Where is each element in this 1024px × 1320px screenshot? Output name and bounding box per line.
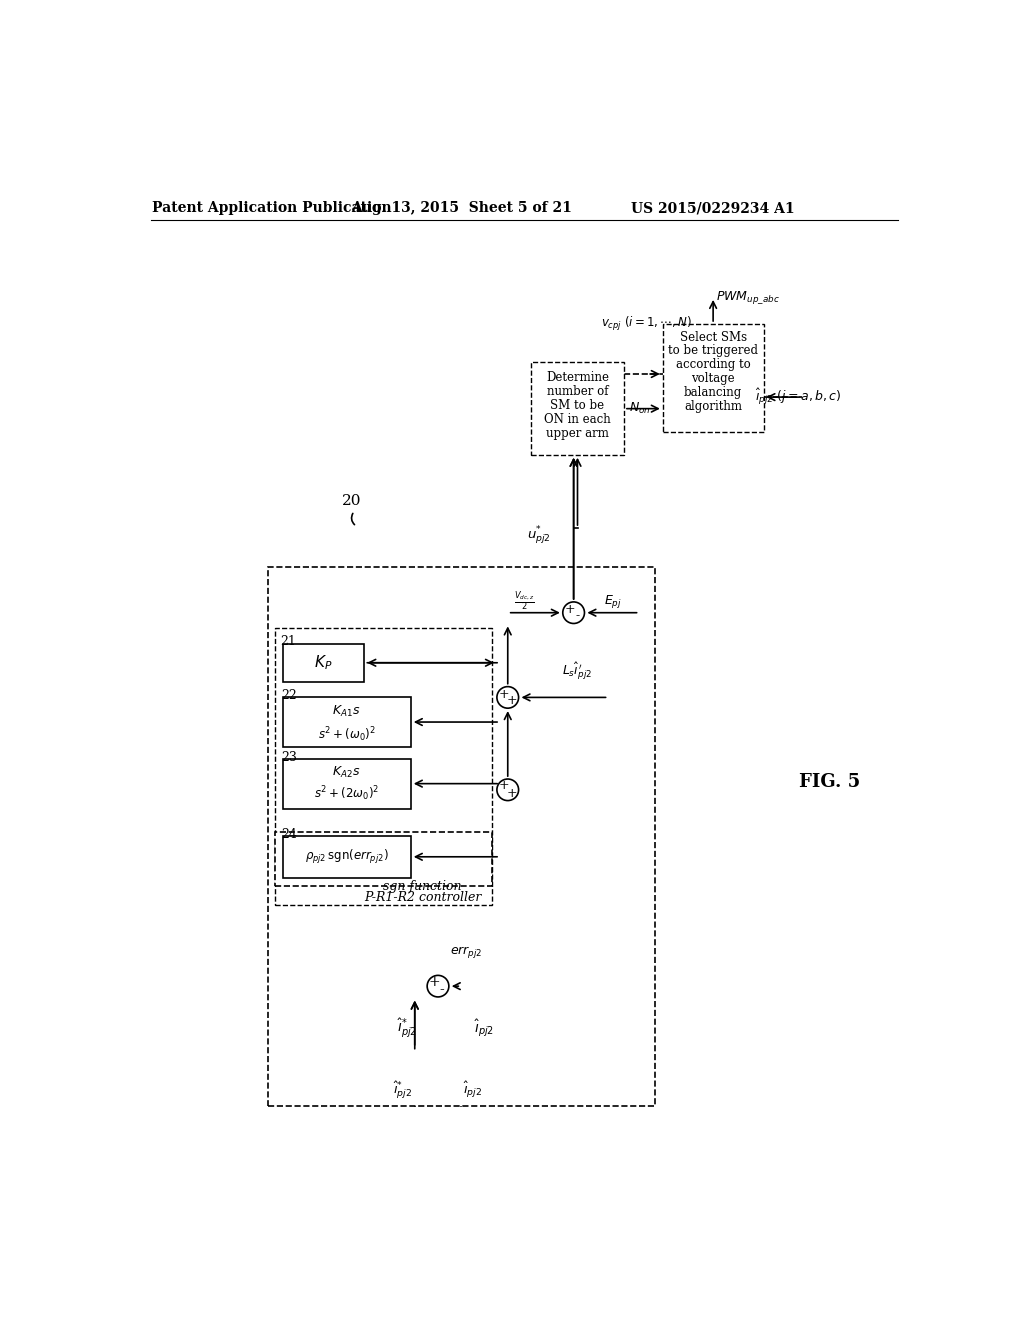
Text: Select SMs: Select SMs xyxy=(680,330,746,343)
Text: $\hat{\imath}_{pj2}$: $\hat{\imath}_{pj2}$ xyxy=(463,1080,482,1100)
Text: 21: 21 xyxy=(281,635,296,648)
Text: sgn function: sgn function xyxy=(383,879,462,892)
Text: -: - xyxy=(575,610,580,622)
Bar xyxy=(283,697,411,747)
Bar xyxy=(283,759,411,809)
Text: $PWM_{up\_abc}$: $PWM_{up\_abc}$ xyxy=(716,289,780,305)
Text: upper arm: upper arm xyxy=(546,426,609,440)
Text: $\hat{\imath}_{pj2}\ (j=a,b,c)$: $\hat{\imath}_{pj2}\ (j=a,b,c)$ xyxy=(755,387,842,407)
Circle shape xyxy=(497,779,518,800)
Text: $err_{pj2}$: $err_{pj2}$ xyxy=(450,944,482,960)
Text: FIG. 5: FIG. 5 xyxy=(799,774,860,791)
Text: +: + xyxy=(499,688,509,701)
Text: $v_{cpj}\ (i=1,\cdots,N)$: $v_{cpj}\ (i=1,\cdots,N)$ xyxy=(601,315,692,333)
Circle shape xyxy=(497,686,518,708)
Text: $\hat{\imath}_{pj2}$: $\hat{\imath}_{pj2}$ xyxy=(474,1018,495,1039)
Text: $N_{on}$: $N_{on}$ xyxy=(629,401,650,416)
Text: Aug. 13, 2015  Sheet 5 of 21: Aug. 13, 2015 Sheet 5 of 21 xyxy=(351,202,571,215)
Text: P-R1-R2 controller: P-R1-R2 controller xyxy=(364,891,481,904)
Text: 22: 22 xyxy=(282,689,297,702)
Text: +: + xyxy=(506,787,517,800)
Text: 24: 24 xyxy=(282,828,297,841)
Text: +: + xyxy=(428,975,440,989)
Text: algorithm: algorithm xyxy=(684,400,742,413)
Text: Patent Application Publication: Patent Application Publication xyxy=(152,202,391,215)
Circle shape xyxy=(427,975,449,997)
Text: $\frac{V_{dc,z}}{2}$: $\frac{V_{dc,z}}{2}$ xyxy=(514,589,536,612)
Text: $K_{A2}s$: $K_{A2}s$ xyxy=(333,766,360,780)
Text: $L_s\hat{\imath}^{\,\prime}_{pj2}$: $L_s\hat{\imath}^{\,\prime}_{pj2}$ xyxy=(562,660,592,682)
Text: to be triggered: to be triggered xyxy=(668,345,758,358)
Text: $E_{pj}$: $E_{pj}$ xyxy=(604,593,623,610)
Text: according to: according to xyxy=(676,358,751,371)
Text: $\hat{\imath}^{*}_{pj2}$: $\hat{\imath}^{*}_{pj2}$ xyxy=(393,1080,413,1101)
Bar xyxy=(275,832,493,886)
Text: SM to be: SM to be xyxy=(551,399,604,412)
Text: US 2015/0229234 A1: US 2015/0229234 A1 xyxy=(632,202,795,215)
Text: -: - xyxy=(439,983,444,997)
Text: balancing: balancing xyxy=(684,385,742,399)
Text: 23: 23 xyxy=(282,751,297,764)
Circle shape xyxy=(563,602,585,623)
Text: Determine: Determine xyxy=(546,371,609,384)
Bar xyxy=(267,566,655,1106)
Text: voltage: voltage xyxy=(691,372,735,385)
Text: $u^{*}_{pj2}$: $u^{*}_{pj2}$ xyxy=(527,524,551,546)
Bar xyxy=(275,628,493,906)
Bar xyxy=(663,323,764,432)
Text: +: + xyxy=(564,603,575,616)
Bar xyxy=(283,644,365,682)
Text: +: + xyxy=(506,694,517,708)
Text: 20: 20 xyxy=(341,494,360,508)
Text: $s^2+(2\omega_0)^2$: $s^2+(2\omega_0)^2$ xyxy=(314,784,379,803)
Text: number of: number of xyxy=(547,385,608,399)
Bar xyxy=(531,363,624,455)
Text: $s^2+(\omega_0)^2$: $s^2+(\omega_0)^2$ xyxy=(317,725,376,743)
Text: ON in each: ON in each xyxy=(544,413,611,426)
Text: $\hat{\imath}^{*}_{pj2}$: $\hat{\imath}^{*}_{pj2}$ xyxy=(397,1016,417,1040)
Text: $\rho_{pj2}\,\mathrm{sgn}(err_{pj2})$: $\rho_{pj2}\,\mathrm{sgn}(err_{pj2})$ xyxy=(305,847,388,866)
Text: $K_{A1}s$: $K_{A1}s$ xyxy=(333,704,360,719)
Bar xyxy=(283,836,411,878)
Text: $K_P$: $K_P$ xyxy=(314,653,333,672)
Text: +: + xyxy=(499,779,509,792)
